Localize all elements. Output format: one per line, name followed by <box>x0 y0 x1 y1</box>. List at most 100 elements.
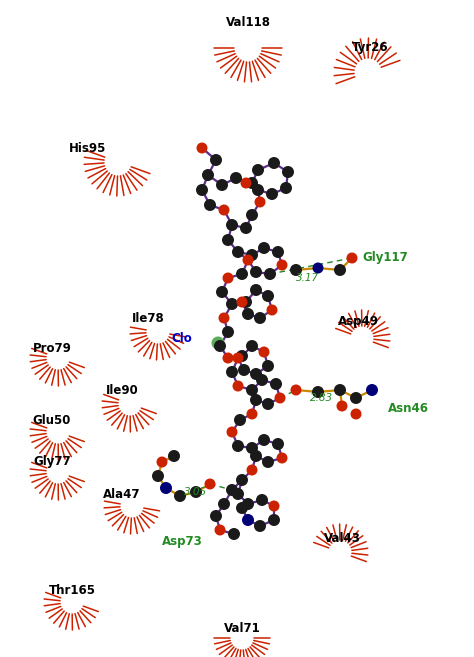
Circle shape <box>240 222 252 234</box>
Circle shape <box>226 298 238 310</box>
Circle shape <box>242 498 254 510</box>
Circle shape <box>350 392 362 404</box>
Circle shape <box>258 242 270 254</box>
Circle shape <box>233 380 244 392</box>
Text: Val43: Val43 <box>324 532 360 545</box>
Circle shape <box>268 514 280 526</box>
Text: Gly117: Gly117 <box>362 252 408 265</box>
Circle shape <box>210 154 222 166</box>
Circle shape <box>226 484 238 496</box>
Circle shape <box>268 501 280 512</box>
Circle shape <box>276 453 288 463</box>
Circle shape <box>255 196 265 208</box>
Circle shape <box>262 398 274 410</box>
Text: Ile90: Ile90 <box>106 384 138 397</box>
Circle shape <box>246 249 258 261</box>
Text: 3.17: 3.17 <box>296 273 319 283</box>
Circle shape <box>291 384 301 396</box>
Circle shape <box>197 143 208 154</box>
Circle shape <box>274 392 285 403</box>
Text: Gly77: Gly77 <box>33 455 71 468</box>
Circle shape <box>174 490 186 502</box>
Circle shape <box>232 488 244 500</box>
Circle shape <box>250 284 262 296</box>
Circle shape <box>234 414 246 426</box>
Circle shape <box>252 184 264 196</box>
Circle shape <box>222 273 234 284</box>
Circle shape <box>272 246 284 258</box>
Circle shape <box>237 296 247 307</box>
Circle shape <box>226 366 238 378</box>
Circle shape <box>250 266 262 278</box>
Circle shape <box>219 204 229 215</box>
Text: 2.83: 2.83 <box>310 393 334 403</box>
Circle shape <box>246 340 258 352</box>
Circle shape <box>246 464 257 476</box>
Circle shape <box>258 434 270 446</box>
Circle shape <box>214 340 226 352</box>
Circle shape <box>264 268 276 280</box>
Circle shape <box>222 353 234 363</box>
Circle shape <box>160 482 172 494</box>
Circle shape <box>222 326 234 338</box>
Circle shape <box>270 378 282 390</box>
Circle shape <box>226 219 238 231</box>
Circle shape <box>240 177 252 189</box>
Circle shape <box>215 524 226 535</box>
Circle shape <box>246 384 258 396</box>
Text: Asp49: Asp49 <box>337 315 379 328</box>
Circle shape <box>256 494 268 506</box>
Text: Asn46: Asn46 <box>388 401 428 415</box>
Circle shape <box>262 360 274 372</box>
Circle shape <box>246 177 258 189</box>
Circle shape <box>250 450 262 462</box>
Text: Pro79: Pro79 <box>33 342 72 355</box>
Circle shape <box>210 510 222 522</box>
Circle shape <box>366 384 378 396</box>
Circle shape <box>196 184 208 196</box>
Circle shape <box>232 440 244 452</box>
Circle shape <box>168 450 180 462</box>
Circle shape <box>236 502 248 514</box>
Circle shape <box>256 374 268 386</box>
Text: Thr165: Thr165 <box>48 583 95 597</box>
Circle shape <box>350 409 362 420</box>
Circle shape <box>337 401 347 411</box>
Circle shape <box>230 172 242 184</box>
Circle shape <box>258 346 270 357</box>
Circle shape <box>282 166 294 178</box>
Circle shape <box>232 246 244 258</box>
Circle shape <box>216 179 228 191</box>
Circle shape <box>222 234 234 246</box>
Circle shape <box>228 528 240 540</box>
Circle shape <box>262 290 274 302</box>
Text: Val71: Val71 <box>224 622 260 635</box>
Circle shape <box>156 457 167 468</box>
Circle shape <box>252 164 264 176</box>
Circle shape <box>272 438 284 450</box>
Text: Tyr26: Tyr26 <box>352 41 388 55</box>
Circle shape <box>290 264 302 276</box>
Circle shape <box>246 409 257 420</box>
Text: Ile78: Ile78 <box>132 311 164 325</box>
Circle shape <box>211 336 225 350</box>
Circle shape <box>254 520 266 532</box>
Circle shape <box>266 304 277 315</box>
Circle shape <box>266 188 278 200</box>
Circle shape <box>152 470 164 482</box>
Circle shape <box>204 199 216 211</box>
Circle shape <box>190 486 202 498</box>
Circle shape <box>219 313 229 323</box>
Circle shape <box>202 169 214 181</box>
Circle shape <box>246 442 258 454</box>
Text: Clo: Clo <box>172 332 192 344</box>
Text: 3.05: 3.05 <box>184 487 208 497</box>
Circle shape <box>250 368 262 380</box>
Circle shape <box>246 209 258 221</box>
Text: Glu50: Glu50 <box>33 413 71 426</box>
Circle shape <box>218 498 230 510</box>
Circle shape <box>334 264 346 276</box>
Circle shape <box>238 364 250 376</box>
Circle shape <box>346 252 357 263</box>
Text: His95: His95 <box>69 141 107 154</box>
